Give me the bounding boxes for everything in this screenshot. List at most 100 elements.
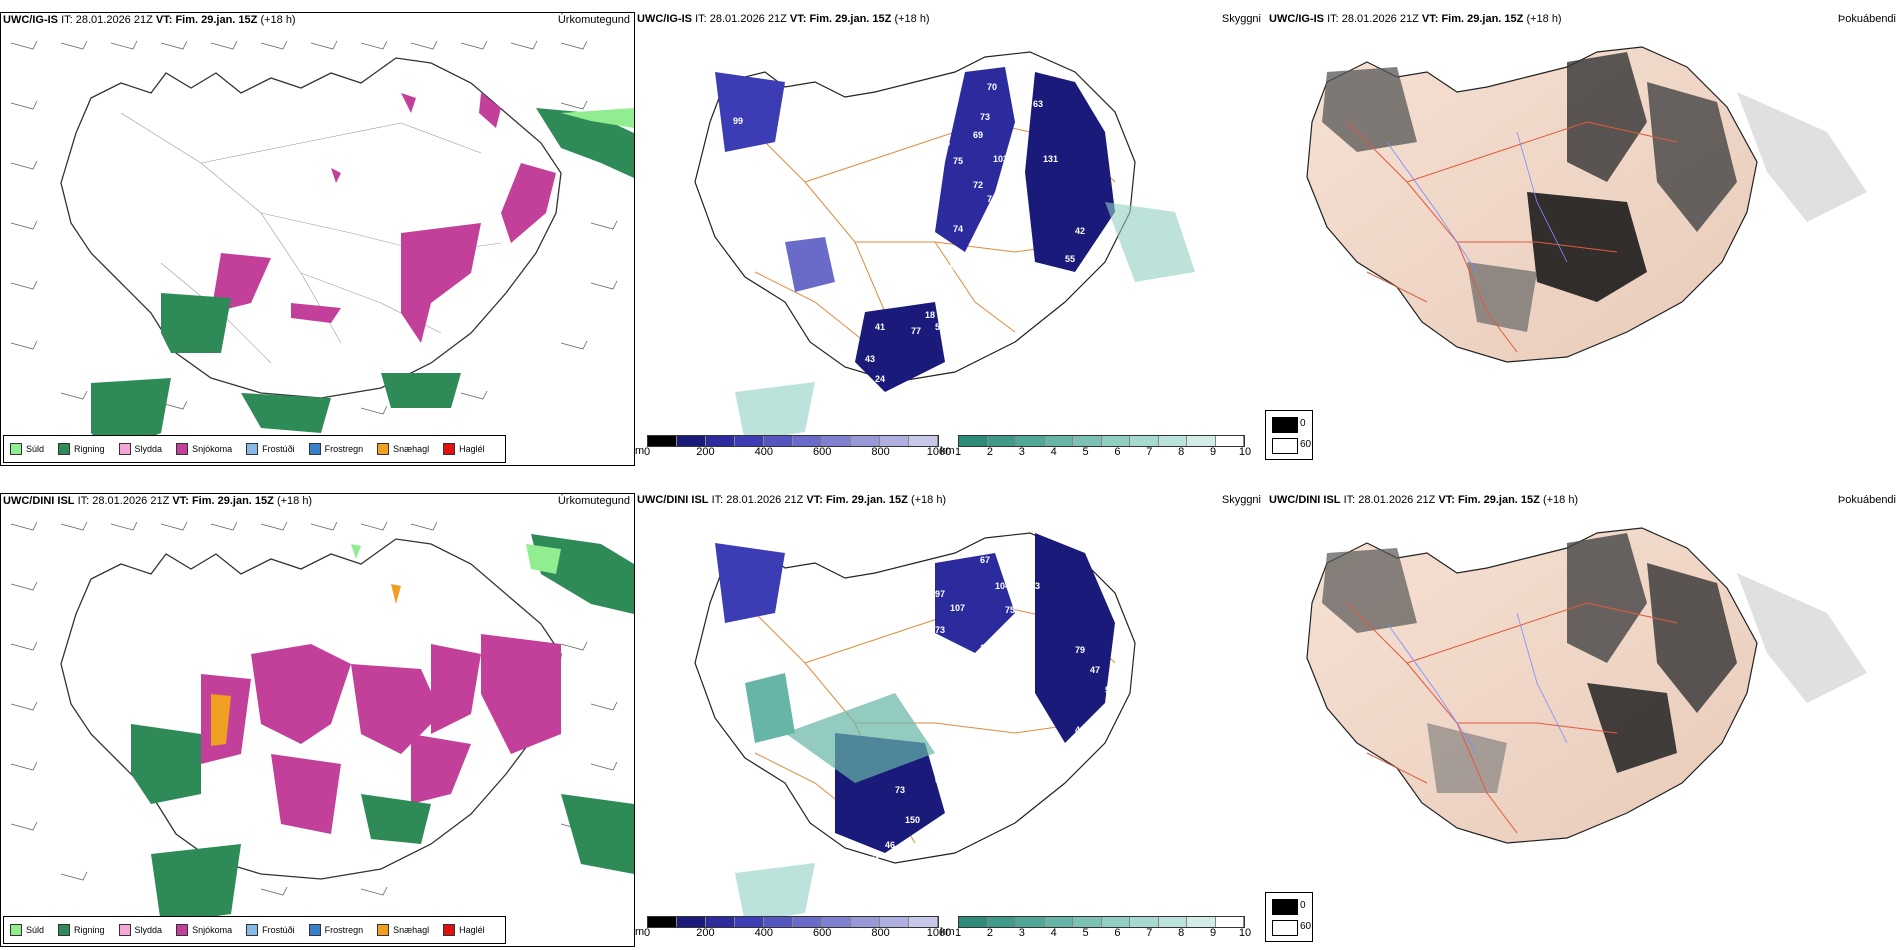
colorbar-segment (764, 436, 793, 446)
ceiling-value-label: 57 (1110, 695, 1120, 705)
ceiling-value-label: 71 (987, 194, 997, 204)
colorbar-segment (1101, 917, 1130, 927)
vt-value: Fim. 29.jan. 15Z (825, 494, 908, 506)
colorbar-segment (851, 436, 880, 446)
it-label: IT: (711, 494, 724, 506)
colorbar-tick: 1000 (926, 446, 952, 458)
colorbar-tick: 4 (1050, 927, 1057, 939)
precip-map-bottom (10, 521, 634, 924)
wind-barbs (10, 40, 628, 415)
colorbar-segment (764, 917, 793, 927)
iceland-outline (694, 532, 1136, 864)
colorbar-segment (1073, 917, 1102, 927)
ceiling-value-label: 73 (980, 112, 990, 122)
panel-title: UWC/DINI ISL IT: 28.01.2026 21Z VT: Fim.… (3, 495, 312, 507)
ceiling-value-label: 41 (985, 770, 995, 780)
it-label: IT: (1343, 494, 1356, 506)
ceiling-value-label: 53 (1030, 581, 1040, 591)
legend-swatch (118, 924, 131, 936)
model-name: UWC/DINI ISL (637, 494, 709, 506)
panel-title: UWC/DINI ISL IT: 28.01.2026 21Z VT: Fim.… (1269, 494, 1578, 506)
legend-label: Slydda (134, 925, 163, 935)
variable-name: Þokuábendi (1837, 494, 1896, 506)
fog-map-top (1306, 46, 1867, 363)
it-value: 28.01.2026 21Z (709, 13, 787, 25)
panel-title: UWC/IG-IS IT: 28.01.2026 21Z VT: Fim. 29… (637, 13, 930, 25)
legend-item: Snæhagl (377, 924, 429, 936)
ceiling-value-label: 107 (950, 603, 965, 613)
ceiling-value-label: 73 (895, 785, 905, 795)
vt-value: Fim. 29.jan. 15Z (809, 13, 892, 25)
legend-item: Slydda (118, 924, 163, 936)
ceiling-value-label: 47 (1090, 665, 1100, 675)
precip-legend: Súld Rigning Slydda Snjókoma Frostúði Fr… (3, 435, 506, 463)
ceiling-value-label: 143 (1000, 681, 1015, 691)
panel-title: UWC/IG-IS IT: 28.01.2026 21Z VT: Fim. 29… (1269, 13, 1562, 25)
colorbar-unit: km (940, 445, 955, 457)
ceiling-value-label: 77 (911, 326, 921, 336)
precip-areas (131, 534, 634, 924)
ceiling-value-label: 75 (893, 244, 903, 254)
vt-label: VT: (155, 14, 173, 26)
colorbar-tick: 8 (1178, 446, 1185, 458)
iceland-outline (694, 51, 1136, 383)
colorbar-strip (647, 916, 939, 928)
model-name: UWC/DINI ISL (3, 495, 75, 507)
road-network (120, 112, 502, 364)
legend-swatch (246, 443, 259, 455)
vt-value: Fim. 29.jan. 15Z (175, 14, 258, 26)
ceiling-value-label: 118 (980, 643, 995, 653)
legend-item: Frostregn (308, 924, 364, 936)
ceiling-value-label: 99 (985, 663, 995, 673)
ceiling-value-label: 63 (1033, 99, 1043, 109)
fog-legend-label: 0 (1300, 418, 1306, 429)
model-name: UWC/IG-IS (1269, 13, 1324, 25)
colorbar-tick: 6 (1114, 446, 1121, 458)
legend-swatch (308, 924, 321, 936)
colorbar-tick: 200 (696, 446, 715, 458)
ceiling-map-bottom: 67 104 53 75 107 97 73 118 99 127 143 56 119 288 158 61… (694, 532, 1136, 923)
legend-item: Súld (10, 443, 44, 455)
it-value: 28.01.2026 21Z (1358, 494, 1436, 506)
colorbar-segment (1158, 917, 1187, 927)
ceiling-value-label: 104 (995, 581, 1010, 591)
ceiling-value-label: 137 (1011, 186, 1026, 196)
legend-swatch (10, 924, 22, 936)
legend-item: Rigning (58, 924, 105, 936)
model-name: UWC/IG-IS (3, 14, 58, 26)
colorbar-tick: 400 (754, 927, 773, 939)
visibility-colorbar: km 1 2 3 4 5 6 7 8 9 10 (940, 435, 1251, 461)
precip-legend: Súld Rigning Slydda Snjókoma Frostúði Fr… (3, 916, 506, 944)
colorbar-tick: 4 (1050, 446, 1057, 458)
legend-label: Snjókoma (192, 444, 233, 454)
ceiling-value-label: 150 (905, 815, 920, 825)
ceiling-value-label: 119 (965, 690, 980, 700)
ceiling-value-label: 288 (1015, 695, 1030, 705)
variable-name: Þokuábendi (1837, 13, 1896, 25)
fog-legend-bottom: 0 60 (1265, 892, 1313, 942)
colorbar-tick: 8 (1178, 927, 1185, 939)
colorbar-segment (1016, 917, 1045, 927)
legend-swatch (176, 443, 189, 455)
colorbar-tick: 2 (986, 927, 993, 939)
legend-item: Snjókoma (176, 924, 232, 936)
colorbar-strip (958, 916, 1245, 928)
colorbar-segment (909, 436, 938, 446)
legend-swatch (308, 443, 321, 455)
colorbar-segment (822, 917, 851, 927)
ceiling-colorbar: m 0 200 400 600 800 1000 (635, 916, 951, 942)
legend-label: Frostregn (324, 925, 364, 935)
colorbar-tick: 800 (871, 927, 890, 939)
model-name: UWC/IG-IS (637, 13, 692, 25)
ceiling-value-label: 103 (993, 154, 1008, 164)
fog-legend-label: 60 (1300, 921, 1312, 932)
ceiling-value-label: 41 (875, 322, 885, 332)
ceiling-value-label: 18 (925, 310, 935, 320)
ceiling-value-label: 42 (1075, 725, 1085, 735)
colorbar-tick: 200 (696, 927, 715, 939)
colorbar-tick: 5 (1082, 446, 1089, 458)
precip-panel-bottom: UWC/DINI ISL IT: 28.01.2026 21Z VT: Fim.… (0, 493, 635, 947)
it-label: IT: (695, 13, 707, 25)
colorbar-segment (880, 917, 909, 927)
colorbar-segment (822, 436, 851, 446)
